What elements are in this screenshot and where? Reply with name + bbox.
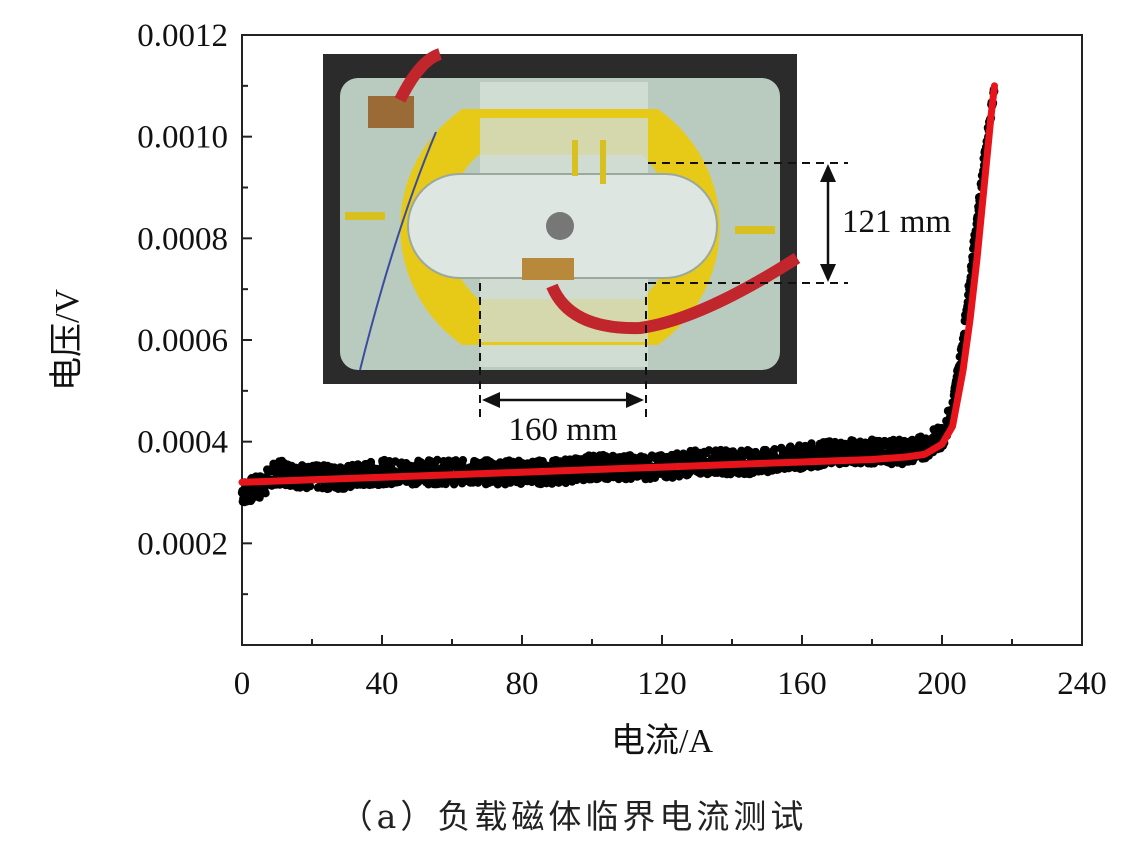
data-point [704, 446, 714, 455]
x-tick-label: 40 [366, 666, 399, 702]
y-tick-label: 0.0002 [137, 526, 228, 562]
y-tick-label: 0.0006 [137, 323, 228, 359]
data-point [458, 456, 468, 465]
dimension-121: 121 mm [648, 162, 951, 284]
y-tick-label: 0.0010 [137, 120, 228, 156]
y-tick-label: 0.0012 [137, 18, 228, 54]
figure-caption: （a）负载磁体临界电流测试 [339, 797, 808, 836]
x-tick-label: 0 [234, 666, 251, 702]
dimension-160-label: 160 mm [508, 412, 617, 448]
x-tick-labels: 0 40 80 120 160 200 240 [234, 666, 1107, 702]
x-axis-title: 电流/A [611, 722, 713, 760]
x-tick-label: 120 [637, 666, 687, 702]
data-point [261, 489, 270, 498]
x-tick-label: 80 [506, 666, 539, 702]
data-point [433, 455, 442, 465]
fit-line [238, 82, 998, 486]
y-axis-title: 电压/V [48, 289, 86, 391]
x-tick-label: 200 [917, 666, 967, 702]
dimension-121-label: 121 mm [842, 204, 951, 240]
y-tick-label: 0.0004 [137, 425, 228, 461]
data-point [305, 482, 315, 491]
dimension-160: 160 mm [479, 283, 647, 448]
inset-photo [323, 48, 801, 384]
y-tick-label: 0.0008 [137, 221, 228, 257]
data-point [770, 445, 779, 454]
y-tick-labels: 0.0002 0.0004 0.0006 0.0008 0.0010 0.0012 [137, 18, 228, 562]
chart: 0 40 80 120 160 200 240 0.00020.00040.00060.00… [48, 18, 1107, 760]
x-tick-label: 240 [1057, 666, 1107, 702]
x-tick-label: 160 [777, 666, 827, 702]
